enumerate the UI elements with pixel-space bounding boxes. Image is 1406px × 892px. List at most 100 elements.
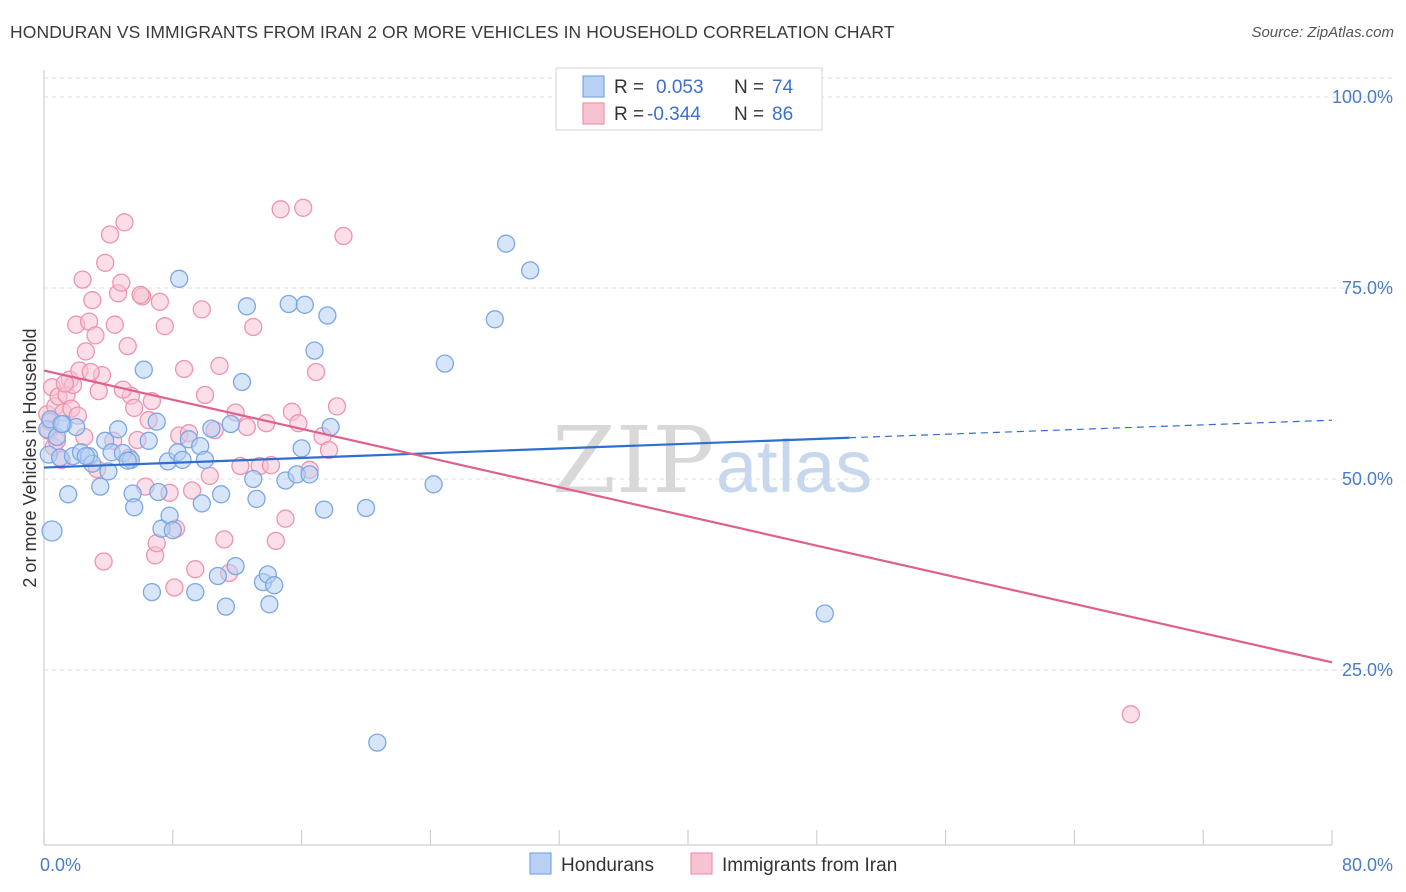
data-point	[300, 465, 319, 484]
data-point	[244, 317, 263, 337]
data-point	[155, 317, 174, 336]
data-point	[226, 556, 245, 576]
series-hondurans-points	[38, 234, 834, 752]
data-point	[496, 234, 516, 253]
data-point	[208, 566, 228, 586]
data-point	[435, 354, 455, 373]
trend-lines	[43, 369, 1333, 664]
data-point	[279, 294, 298, 314]
y-tick-label: 50.0%	[1342, 469, 1393, 489]
y-axis-label: 2 or more Vehicles in Household	[20, 328, 40, 587]
data-point	[305, 341, 324, 360]
data-point	[319, 440, 339, 460]
data-point	[195, 450, 215, 470]
data-point	[314, 500, 334, 519]
data-point	[368, 733, 387, 752]
data-point	[221, 414, 240, 434]
data-point	[521, 261, 540, 280]
x-tick-label: 80.0%	[1342, 855, 1393, 875]
data-point	[76, 342, 96, 361]
data-point	[99, 462, 118, 481]
data-point	[173, 450, 192, 470]
legend-n-label-2: N =	[734, 104, 764, 125]
data-point	[261, 456, 281, 475]
data-point	[59, 485, 78, 504]
data-point	[327, 397, 347, 416]
data-point	[271, 200, 290, 219]
data-point	[237, 297, 257, 316]
data-point	[174, 359, 194, 379]
chart-title: HONDURAN VS IMMIGRANTS FROM IRAN 2 OR MO…	[10, 22, 895, 42]
data-point	[202, 419, 221, 438]
data-point	[186, 582, 205, 602]
data-point	[112, 273, 131, 292]
data-point	[186, 560, 205, 579]
y-tick-labels: 100.0% 75.0% 50.0% 25.0%	[1332, 87, 1393, 680]
data-point	[149, 482, 168, 502]
data-point	[276, 509, 295, 528]
data-point	[163, 521, 182, 540]
data-point	[81, 362, 100, 382]
y-tick-label: 100.0%	[1332, 87, 1393, 107]
watermark: ZIP atlas	[552, 407, 872, 514]
data-point	[125, 498, 144, 517]
data-point	[147, 412, 166, 431]
bottom-legend-swatch-hondurans	[529, 852, 552, 875]
data-point	[247, 489, 266, 509]
data-point	[318, 306, 337, 325]
data-point	[118, 336, 137, 356]
data-point	[356, 498, 376, 518]
y-tick-label: 25.0%	[1342, 660, 1393, 680]
data-point	[265, 576, 284, 595]
source-label: Source: ZipAtlas.com	[1251, 24, 1394, 41]
data-point	[1121, 705, 1140, 724]
legend-r-value-2: -0.344	[647, 104, 701, 125]
bottom-legend-swatch-iran	[690, 852, 713, 875]
data-point	[142, 582, 162, 602]
data-point	[96, 253, 115, 272]
data-point	[192, 300, 211, 319]
x-tick-labels: 0.0% 80.0%	[40, 855, 1393, 875]
data-point	[294, 198, 313, 217]
data-point	[170, 269, 189, 288]
data-point	[295, 295, 314, 314]
watermark-zip: ZIP	[552, 407, 714, 514]
y-tick-label: 75.0%	[1342, 278, 1393, 298]
data-point	[139, 431, 158, 450]
data-point	[216, 597, 236, 616]
data-point	[73, 270, 92, 289]
data-point	[195, 385, 215, 405]
data-point	[210, 356, 229, 376]
data-point	[424, 475, 443, 494]
data-point	[321, 417, 340, 437]
data-point	[260, 595, 279, 614]
data-point	[86, 326, 105, 345]
data-point	[105, 315, 124, 334]
x-ticks	[43, 830, 1333, 845]
data-point	[292, 439, 311, 458]
bottom-legend-hondurans: Hondurans	[561, 855, 654, 876]
data-point	[182, 481, 202, 500]
legend-swatch-hondurans	[582, 75, 605, 98]
data-point	[91, 477, 110, 496]
trend-line-hondurans-extension	[848, 419, 1333, 439]
legend-n-value-2: 86	[772, 104, 793, 125]
legend-r-label-2: R =	[614, 104, 644, 125]
legend-swatch-iran	[582, 102, 605, 125]
data-point	[485, 310, 504, 329]
data-point	[83, 291, 102, 310]
data-point	[165, 578, 184, 597]
trend-line-iran	[43, 369, 1333, 664]
data-point	[232, 372, 252, 392]
data-point	[334, 226, 353, 246]
data-point	[52, 414, 71, 434]
data-point	[231, 456, 250, 476]
data-point	[215, 530, 234, 549]
bottom-legend-iran: Immigrants from Iran	[722, 855, 897, 876]
legend-r-value-1: 0.053	[656, 77, 704, 98]
legend-box: R = 0.053 N = 74 R = -0.344 N = 86	[555, 67, 823, 131]
data-point	[108, 420, 128, 439]
data-point	[306, 362, 326, 382]
legend-r-label-1: R =	[614, 77, 644, 98]
